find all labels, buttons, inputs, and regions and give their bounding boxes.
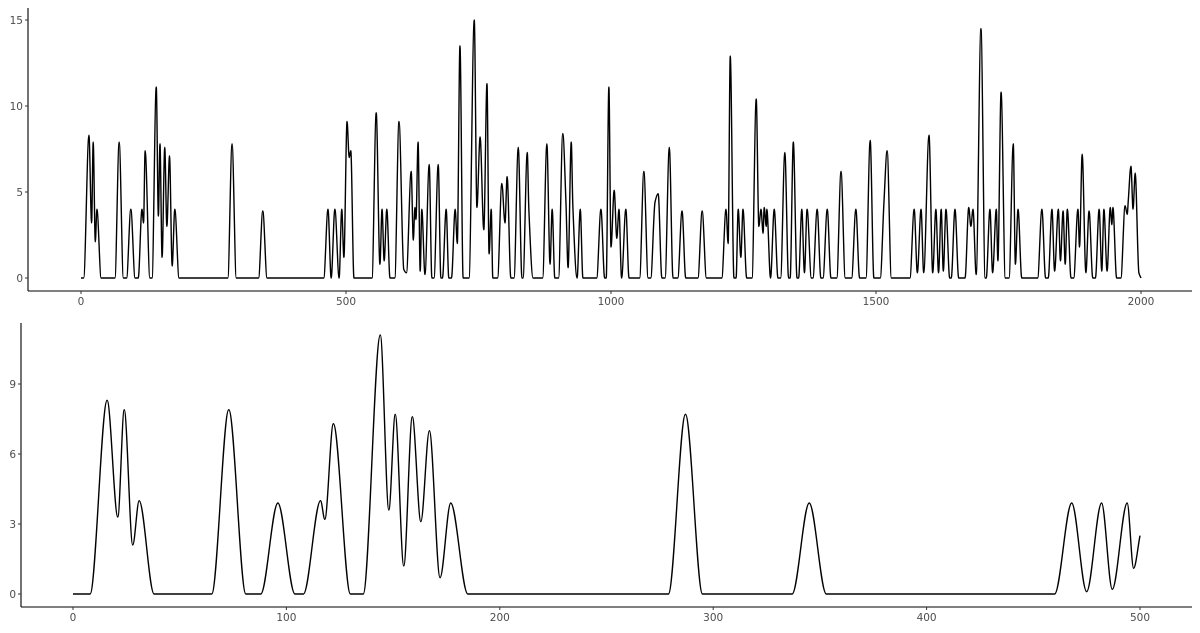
y-tick-label: 6 bbox=[9, 449, 16, 461]
x-tick-label: 300 bbox=[703, 612, 723, 624]
series-line bbox=[73, 334, 1141, 595]
y-tick-label: 0 bbox=[9, 589, 16, 601]
x-tick-label: 2000 bbox=[1128, 296, 1155, 308]
x-tick-label: 400 bbox=[917, 612, 937, 624]
bottom-panel: 0 100 200 300 400 500 0 3 6 9 bbox=[9, 323, 1192, 624]
x-tick-label: 500 bbox=[336, 296, 356, 308]
series-line bbox=[81, 19, 1142, 279]
y-tick-label: 9 bbox=[9, 379, 16, 391]
y-tick-label: 0 bbox=[16, 273, 23, 285]
x-tick-label: 100 bbox=[276, 612, 296, 624]
top-panel: 0 500 1000 1500 2000 0 5 10 15 bbox=[10, 8, 1192, 308]
x-tick-label: 1000 bbox=[598, 296, 625, 308]
x-tick-label: 200 bbox=[490, 612, 510, 624]
y-tick-label: 15 bbox=[10, 15, 23, 27]
y-tick-label: 5 bbox=[16, 187, 23, 199]
x-tick-label: 0 bbox=[78, 296, 85, 308]
x-tick-label: 1500 bbox=[863, 296, 890, 308]
y-tick-label: 3 bbox=[9, 519, 16, 531]
x-tick-label: 500 bbox=[1130, 612, 1150, 624]
y-tick-label: 10 bbox=[10, 101, 23, 113]
x-tick-label: 0 bbox=[70, 612, 77, 624]
